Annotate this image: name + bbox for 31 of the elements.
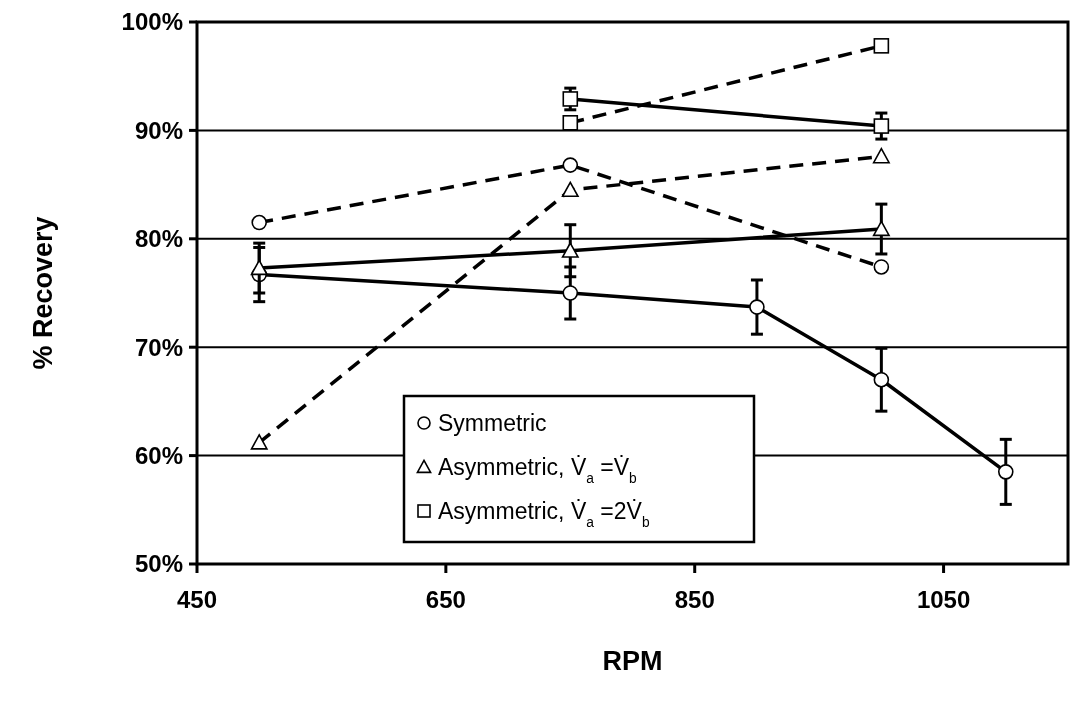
y-tick-label: 70% [134,333,183,361]
point [561,181,579,198]
point [872,147,890,164]
legend-label: Asymmetric, V̇$_{a}$ =2V̇$_{b}$ [438,497,650,530]
y-axis-title: % Recovery [28,216,58,370]
point [562,115,579,131]
point [562,285,579,301]
point [561,242,579,258]
x-tick-label: 450 [176,586,218,613]
point [873,38,890,54]
point [997,464,1014,480]
point [251,214,268,231]
point [749,299,765,315]
point [562,157,579,173]
y-tick-label: 50% [134,550,183,578]
x-axis-title: RPM [602,646,663,676]
y-tick-label: 100% [121,8,183,36]
legend-label: Symmetric [438,410,547,437]
x-tick-label: 1050 [916,586,971,613]
x-tick-label: 850 [674,586,715,613]
x-tick-label: 650 [425,586,466,613]
y-tick-label: 60% [134,442,183,469]
y-tick-label: 80% [134,225,183,253]
point [873,371,890,388]
legend-label: Asymmetric, V̇$_{a}$ =V̇$_{b}$ [438,453,638,486]
y-tick-label: 90% [134,116,183,144]
point [250,434,268,450]
point [562,91,579,107]
point [872,220,890,237]
point [250,259,268,276]
point [873,118,890,134]
